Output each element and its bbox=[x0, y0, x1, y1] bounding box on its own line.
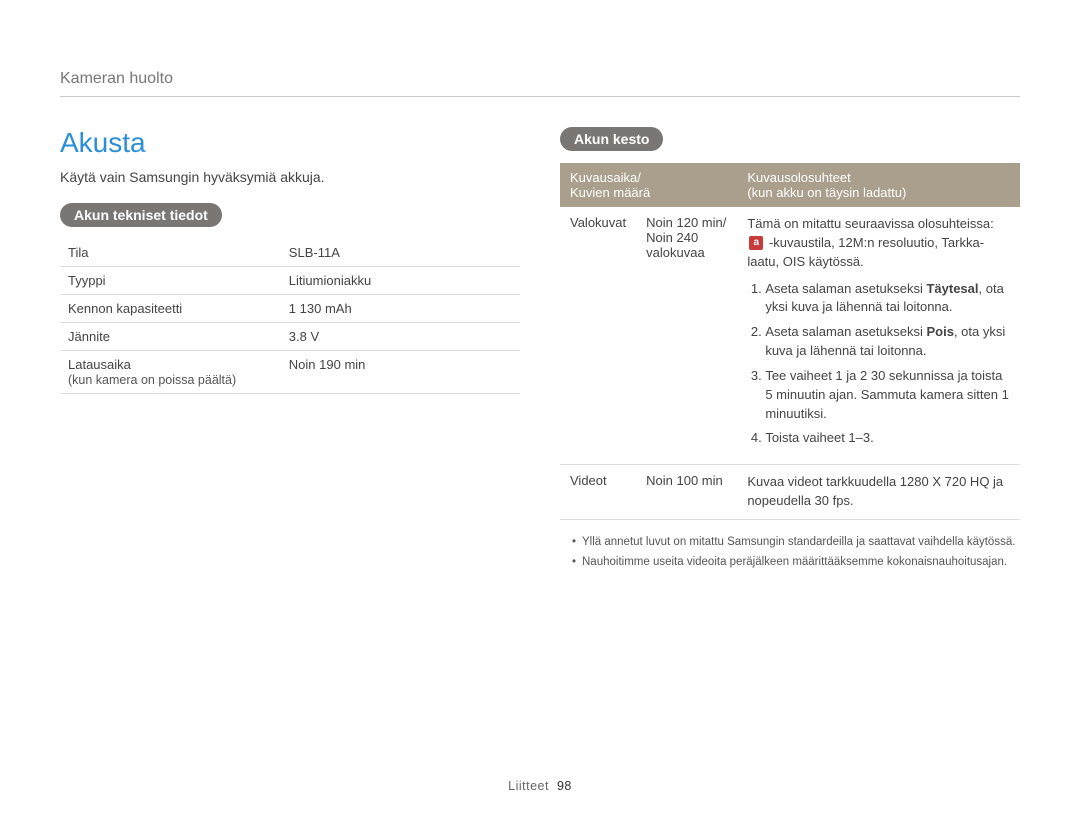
manual-page: Kameran huolto Akusta Käytä vain Samsung… bbox=[0, 0, 1080, 815]
life-row-video: Videot Noin 100 min Kuvaa videot tarkkuu… bbox=[560, 465, 1020, 520]
footer-section: Liitteet bbox=[508, 779, 549, 793]
life-photo-label: Valokuvat bbox=[560, 207, 636, 465]
life-step: Tee vaiheet 1 ja 2 30 sekunnissa ja tois… bbox=[765, 367, 1010, 424]
life-header-time: Kuvausaika/ Kuvien määrä bbox=[560, 163, 737, 207]
spec-value: SLB-11A bbox=[281, 239, 520, 267]
spec-key: Kennon kapasiteetti bbox=[68, 301, 182, 316]
life-row-photo: Valokuvat Noin 120 min/ Noin 240 valokuv… bbox=[560, 207, 1020, 465]
life-heading: Akun kesto bbox=[560, 127, 663, 151]
specs-heading: Akun tekniset tiedot bbox=[60, 203, 222, 227]
page-title: Akusta bbox=[60, 127, 520, 159]
life-photo-steps: Aseta salaman asetukseksi Täytesal, ota … bbox=[747, 280, 1010, 449]
spec-key: Tila bbox=[68, 245, 88, 260]
life-video-cond: Kuvaa videot tarkkuudella 1280 X 720 HQ … bbox=[737, 465, 1020, 520]
life-header-cond: Kuvausolosuhteet (kun akku on täysin lad… bbox=[737, 163, 1020, 207]
life-notes: Yllä annetut luvut on mitattu Samsungin … bbox=[560, 534, 1020, 570]
spec-key-sub: (kun kamera on poissa päältä) bbox=[68, 373, 236, 387]
right-column: Akun kesto Kuvausaika/ Kuvien määrä Kuva… bbox=[560, 127, 1020, 574]
life-photo-value: Noin 120 min/ Noin 240 valokuvaa bbox=[636, 207, 737, 465]
spec-key: Jännite bbox=[68, 329, 110, 344]
spec-value: 3.8 V bbox=[281, 323, 520, 351]
running-head: Kameran huolto bbox=[60, 70, 1020, 97]
spec-key: Tyyppi bbox=[68, 273, 106, 288]
life-note: Nauhoitimme useita videoita peräjälkeen … bbox=[572, 554, 1020, 570]
left-column: Akusta Käytä vain Samsungin hyväksymiä a… bbox=[60, 127, 520, 574]
intro-text: Käytä vain Samsungin hyväksymiä akkuja. bbox=[60, 169, 520, 185]
life-step: Aseta salaman asetukseksi Pois, ota yksi… bbox=[765, 323, 1010, 361]
spec-row: Latausaika (kun kamera on poissa päältä)… bbox=[60, 351, 520, 394]
footer-page-number: 98 bbox=[557, 779, 572, 793]
life-note: Yllä annetut luvut on mitattu Samsungin … bbox=[572, 534, 1020, 550]
life-table: Kuvausaika/ Kuvien määrä Kuvausolosuhtee… bbox=[560, 163, 1020, 520]
auto-mode-icon: a bbox=[749, 236, 763, 250]
spec-value: 1 130 mAh bbox=[281, 295, 520, 323]
content-columns: Akusta Käytä vain Samsungin hyväksymiä a… bbox=[60, 127, 1020, 574]
spec-row: Kennon kapasiteetti 1 130 mAh bbox=[60, 295, 520, 323]
life-photo-conditions: Tämä on mitattu seuraavissa olosuhteissa… bbox=[737, 207, 1020, 465]
life-video-value: Noin 100 min bbox=[636, 465, 737, 520]
specs-table: Tila SLB-11A Tyyppi Litiumioniakku Kenno… bbox=[60, 239, 520, 394]
life-video-label: Videot bbox=[560, 465, 636, 520]
spec-key: Latausaika bbox=[68, 357, 131, 372]
spec-row: Tila SLB-11A bbox=[60, 239, 520, 267]
life-step: Aseta salaman asetukseksi Täytesal, ota … bbox=[765, 280, 1010, 318]
spec-value: Litiumioniakku bbox=[281, 267, 520, 295]
page-footer: Liitteet 98 bbox=[0, 779, 1080, 793]
spec-row: Jännite 3.8 V bbox=[60, 323, 520, 351]
spec-value: Noin 190 min bbox=[281, 351, 520, 394]
spec-row: Tyyppi Litiumioniakku bbox=[60, 267, 520, 295]
life-step: Toista vaiheet 1–3. bbox=[765, 429, 1010, 448]
life-header-row: Kuvausaika/ Kuvien määrä Kuvausolosuhtee… bbox=[560, 163, 1020, 207]
